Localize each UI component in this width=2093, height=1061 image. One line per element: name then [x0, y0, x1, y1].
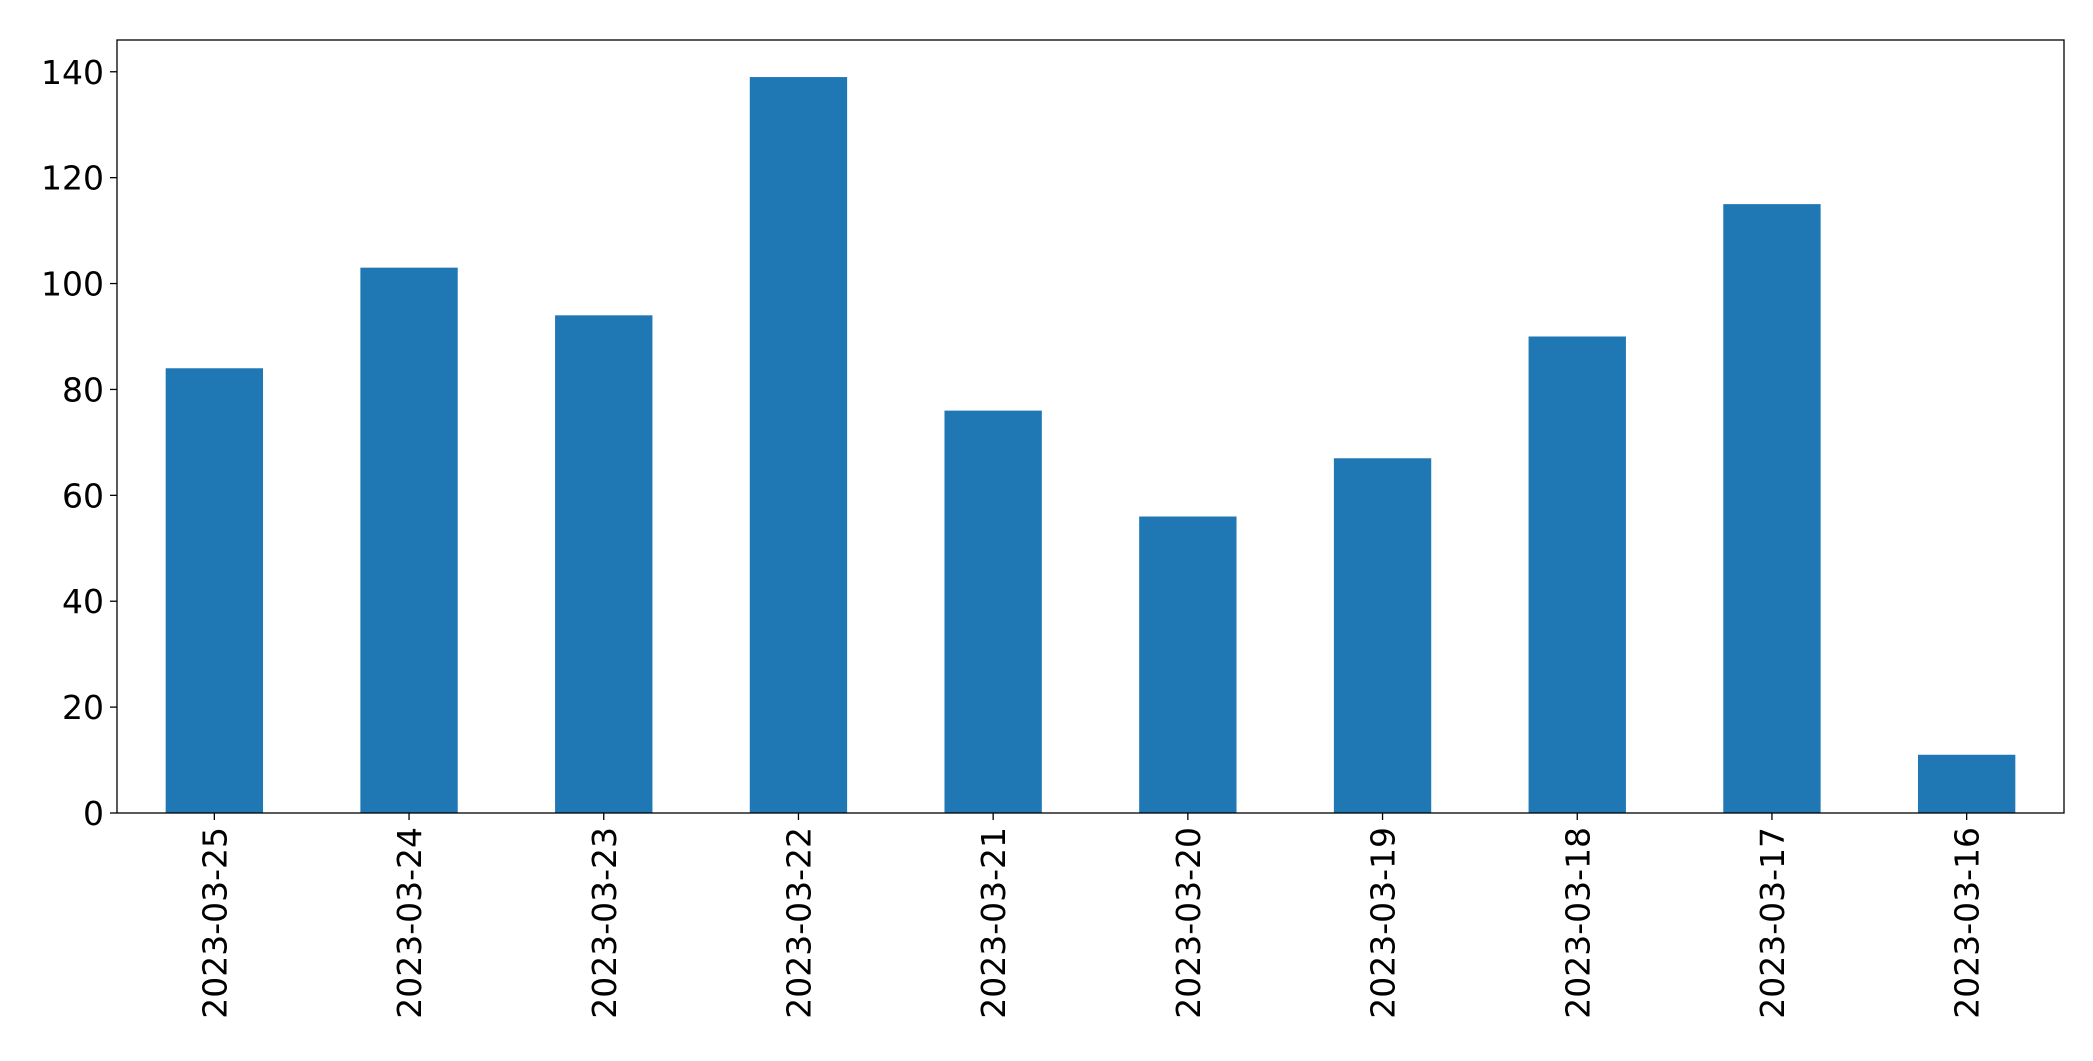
y-tick-label: 20: [62, 688, 104, 727]
bar: [1139, 516, 1237, 813]
y-tick-label: 100: [41, 265, 104, 304]
bar: [1723, 204, 1821, 814]
bar: [1917, 754, 2016, 813]
x-tick-label: 2023-03-20: [1169, 827, 1208, 1019]
bar: [360, 267, 458, 813]
bar: [944, 410, 1042, 813]
x-tick-label: 2023-03-16: [1948, 827, 1987, 1019]
x-tick-label: 2023-03-24: [390, 827, 429, 1019]
x-tick-label: 2023-03-18: [1558, 827, 1597, 1019]
bar: [749, 77, 848, 813]
bar: [165, 368, 264, 813]
y-tick-label: 40: [62, 582, 104, 621]
bar: [1528, 336, 1626, 813]
x-tick-label: 2023-03-17: [1753, 827, 1792, 1019]
y-tick-label: 120: [41, 159, 104, 198]
x-tick-label: 2023-03-22: [779, 827, 818, 1019]
plot-frame: [116, 39, 2065, 814]
x-tick-label: 2023-03-19: [1364, 827, 1403, 1019]
y-tick-label: 0: [83, 794, 104, 833]
bar: [555, 315, 653, 813]
y-tick-label: 80: [62, 370, 104, 409]
x-tick-label: 2023-03-23: [585, 827, 624, 1019]
y-tick-label: 140: [41, 53, 104, 92]
y-tick-label: 60: [62, 476, 104, 515]
x-tick-label: 2023-03-21: [974, 827, 1013, 1019]
bar: [1333, 458, 1432, 813]
x-tick-label: 2023-03-25: [195, 827, 234, 1019]
